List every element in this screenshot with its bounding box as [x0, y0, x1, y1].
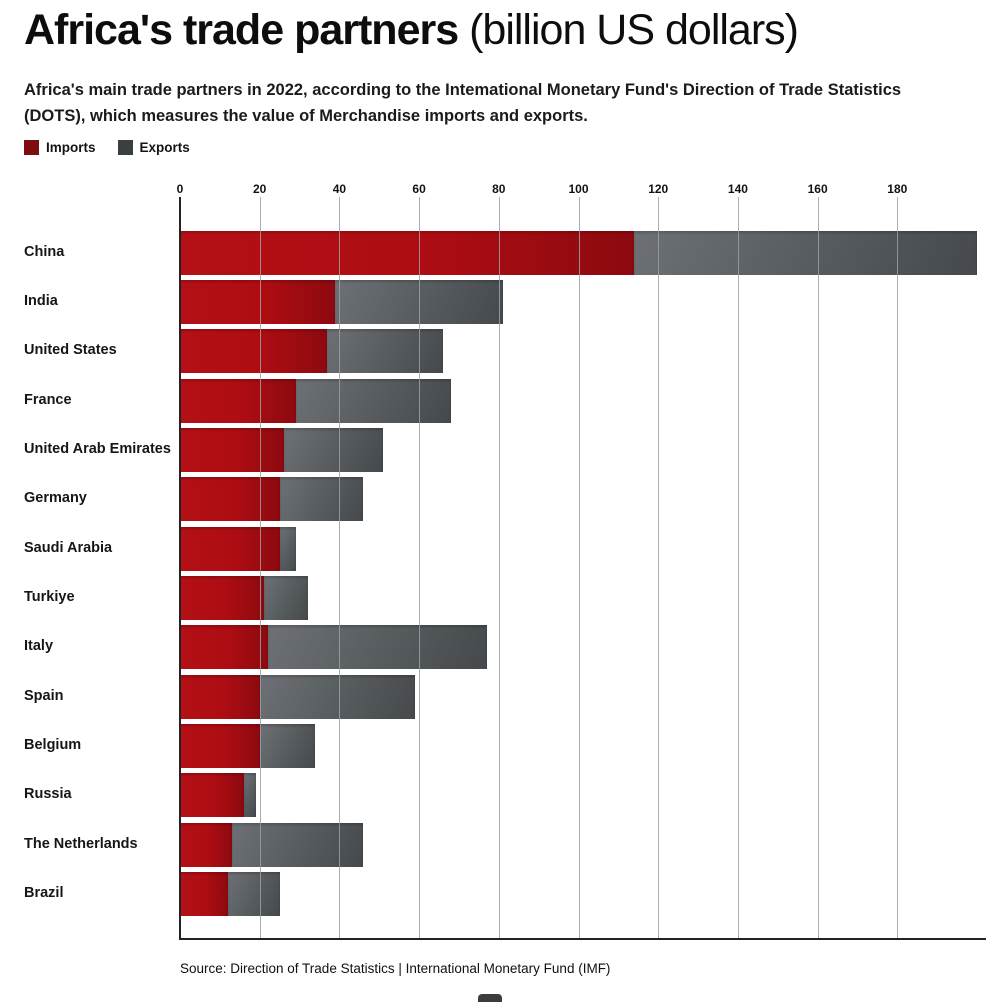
chart-row-united-arab-emirates: United Arab Emirates	[0, 425, 1001, 474]
legend-label: Exports	[139, 140, 190, 155]
chart-row-india: India	[0, 277, 1001, 326]
bar-track-india	[180, 280, 985, 325]
exports-bar-saudi-arabia	[279, 526, 296, 571]
page-title-unit: (billion US dollars)	[458, 6, 799, 54]
x-tick-label-80: 80	[492, 182, 506, 196]
country-label-brazil: Brazil	[24, 885, 64, 902]
x-tick-label-140: 140	[727, 182, 748, 196]
chart-row-russia: Russia	[0, 771, 1001, 820]
country-label-germany: Germany	[24, 490, 87, 507]
bar-track-turkiye	[180, 576, 985, 621]
country-label-spain: Spain	[24, 687, 64, 704]
country-label-the-netherlands: The Netherlands	[24, 835, 138, 852]
bar-track-france	[180, 378, 985, 423]
imports-bar-united-arab-emirates	[180, 428, 284, 473]
exports-bar-united-states	[327, 329, 443, 374]
country-label-italy: Italy	[24, 638, 54, 655]
country-label-china: China	[24, 243, 65, 260]
aljazeera-logo-partial	[478, 994, 502, 1002]
chart-row-united-states: United States	[0, 327, 1001, 376]
imports-bar-brazil	[180, 872, 228, 917]
legend-item-exports: Exports	[117, 140, 190, 155]
chart-subtitle: Africa's main trade partners in 2022, ac…	[24, 81, 902, 125]
imports-bar-belgium	[180, 724, 260, 769]
bar-track-the-netherlands	[180, 822, 985, 867]
chart-row-germany: Germany	[0, 475, 1001, 524]
bar-track-united-arab-emirates	[180, 428, 985, 473]
bar-track-saudi-arabia	[180, 526, 985, 571]
page-title: Africa's trade partners (billion US doll…	[24, 6, 799, 55]
chart-row-italy: Italy	[0, 623, 1001, 672]
bar-track-russia	[180, 773, 985, 818]
imports-swatch	[24, 140, 39, 155]
x-axis-tick-labels: 0 20 40 60 80 100 120 140 160 180	[176, 182, 985, 196]
exports-bar-turkiye	[263, 576, 308, 621]
imports-bar-saudi-arabia	[180, 526, 280, 571]
exports-bar-brazil	[227, 872, 280, 917]
exports-bar-france	[295, 378, 451, 423]
bar-track-belgium	[180, 724, 985, 769]
chart-row-the-netherlands: The Netherlands	[0, 820, 1001, 869]
exports-bar-germany	[279, 477, 364, 522]
imports-bar-the-netherlands	[180, 822, 232, 867]
chart-row-saudi-arabia: Saudi Arabia	[0, 524, 1001, 573]
imports-bar-united-states	[180, 329, 328, 374]
chart-row-china: China	[0, 228, 1001, 277]
exports-bar-spain	[259, 674, 416, 719]
exports-swatch	[117, 140, 133, 155]
country-label-united-arab-emirates: United Arab Emirates	[24, 441, 171, 458]
bar-track-germany	[180, 477, 985, 522]
legend-label: Imports	[46, 140, 96, 155]
country-label-belgium: Belgium	[24, 737, 82, 754]
exports-bar-india	[335, 280, 503, 325]
bar-track-united-states	[180, 329, 985, 374]
country-label-saudi-arabia: Saudi Arabia	[24, 539, 113, 556]
trade-partners-chart: 0 20 40 60 80 100 120 140 160 180 China India Unite…	[0, 182, 1001, 940]
x-tick-label-60: 60	[412, 182, 426, 196]
country-label-united-states: United States	[24, 342, 117, 359]
page-title-main: Africa's trade partners	[24, 6, 459, 54]
imports-bar-turkiye	[180, 576, 264, 621]
imports-bar-china	[180, 230, 635, 275]
x-tick-label-120: 120	[648, 182, 669, 196]
x-tick-label-0: 0	[176, 182, 184, 196]
country-label-turkiye: Turkiye	[24, 589, 75, 606]
x-tick-label-40: 40	[332, 182, 347, 196]
bar-track-china	[180, 230, 985, 275]
x-tick-label-180: 180	[887, 182, 908, 196]
exports-bar-italy	[267, 625, 487, 670]
exports-bar-belgium	[259, 724, 316, 769]
imports-bar-russia	[180, 773, 244, 818]
legend: Imports Exports	[24, 140, 190, 155]
x-tick-label-20: 20	[253, 182, 267, 196]
imports-bar-italy	[180, 625, 268, 670]
x-tick-label-160: 160	[807, 182, 828, 196]
imports-bar-spain	[180, 674, 260, 719]
imports-bar-india	[180, 280, 336, 325]
chart-rows: China India United States France United Arab…	[0, 228, 1001, 919]
imports-bar-france	[180, 378, 296, 423]
chart-row-belgium: Belgium	[0, 721, 1001, 770]
exports-bar-united-arab-emirates	[283, 428, 384, 473]
bar-track-spain	[180, 674, 985, 719]
chart-row-france: France	[0, 376, 1001, 425]
exports-bar-china	[634, 230, 978, 275]
chart-row-spain: Spain	[0, 672, 1001, 721]
legend-item-imports: Imports	[24, 140, 96, 155]
bar-track-brazil	[180, 872, 985, 917]
imports-bar-germany	[180, 477, 280, 522]
chart-row-brazil: Brazil	[0, 869, 1001, 918]
exports-bar-russia	[243, 773, 256, 818]
exports-bar-the-netherlands	[231, 822, 364, 867]
x-tick-label-100: 100	[568, 182, 589, 196]
country-label-india: India	[24, 293, 58, 310]
country-label-france: France	[24, 391, 72, 408]
country-label-russia: Russia	[24, 786, 72, 803]
bar-track-italy	[180, 625, 985, 670]
x-axis-line	[179, 937, 986, 940]
source-text: Source: Direction of Trade Statistics | …	[180, 961, 611, 976]
chart-row-turkiye: Turkiye	[0, 573, 1001, 622]
